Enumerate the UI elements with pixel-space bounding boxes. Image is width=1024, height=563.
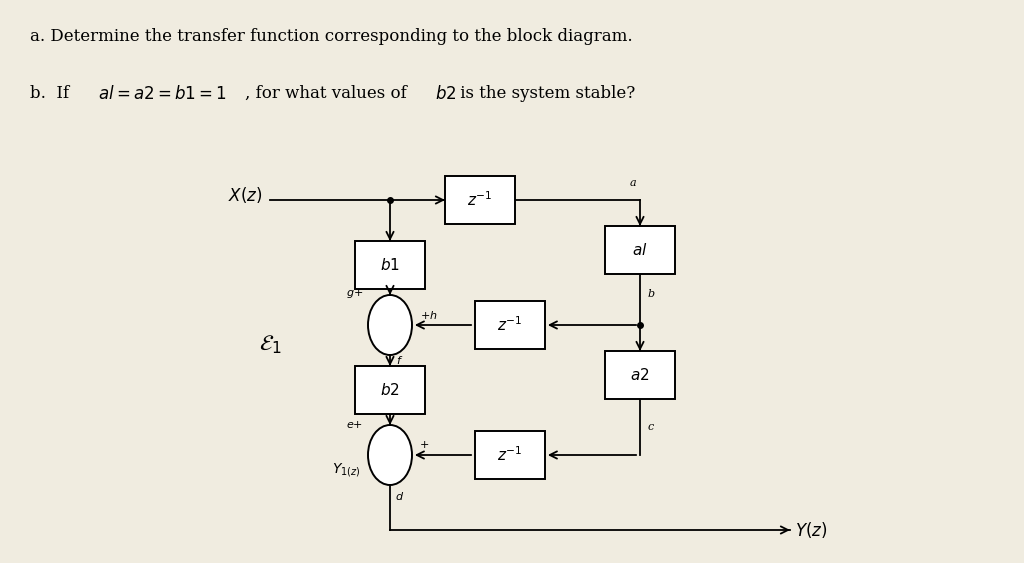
Text: c: c (648, 422, 654, 432)
FancyBboxPatch shape (605, 226, 675, 274)
FancyBboxPatch shape (445, 176, 515, 224)
FancyBboxPatch shape (355, 366, 425, 414)
Text: $b2$: $b2$ (435, 85, 457, 103)
Text: $g$+: $g$+ (346, 287, 362, 300)
FancyBboxPatch shape (475, 301, 545, 349)
Ellipse shape (368, 295, 412, 355)
Ellipse shape (368, 425, 412, 485)
Text: , for what values of: , for what values of (245, 85, 412, 102)
Text: $z^{-1}$: $z^{-1}$ (498, 316, 522, 334)
Text: $b1$: $b1$ (380, 257, 400, 273)
Text: $d$: $d$ (395, 490, 404, 502)
Text: $f$: $f$ (396, 354, 403, 366)
Text: $e$+: $e$+ (346, 419, 362, 430)
FancyBboxPatch shape (605, 351, 675, 399)
Text: $z^{-1}$: $z^{-1}$ (467, 191, 493, 209)
Text: a: a (630, 178, 637, 188)
Text: +: + (420, 440, 429, 450)
Text: +$h$: +$h$ (420, 309, 437, 321)
Text: $al=a2=b1=1$: $al=a2=b1=1$ (98, 85, 227, 103)
FancyBboxPatch shape (355, 241, 425, 289)
Text: $a2$: $a2$ (630, 367, 650, 383)
Text: is the system stable?: is the system stable? (455, 85, 635, 102)
Text: $Y_{1(z)}$: $Y_{1(z)}$ (332, 461, 360, 479)
Text: b.  If: b. If (30, 85, 75, 102)
Text: $\mathcal{E}_1$: $\mathcal{E}_1$ (258, 334, 282, 356)
Text: $Y(z)$: $Y(z)$ (795, 520, 827, 540)
Text: b: b (648, 289, 655, 299)
Text: $b2$: $b2$ (380, 382, 400, 398)
FancyBboxPatch shape (475, 431, 545, 479)
Text: $z^{-1}$: $z^{-1}$ (498, 446, 522, 464)
Text: $al$: $al$ (632, 242, 648, 258)
Text: a. Determine the transfer function corresponding to the block diagram.: a. Determine the transfer function corre… (30, 28, 633, 45)
Text: $X(z)$: $X(z)$ (227, 185, 262, 205)
